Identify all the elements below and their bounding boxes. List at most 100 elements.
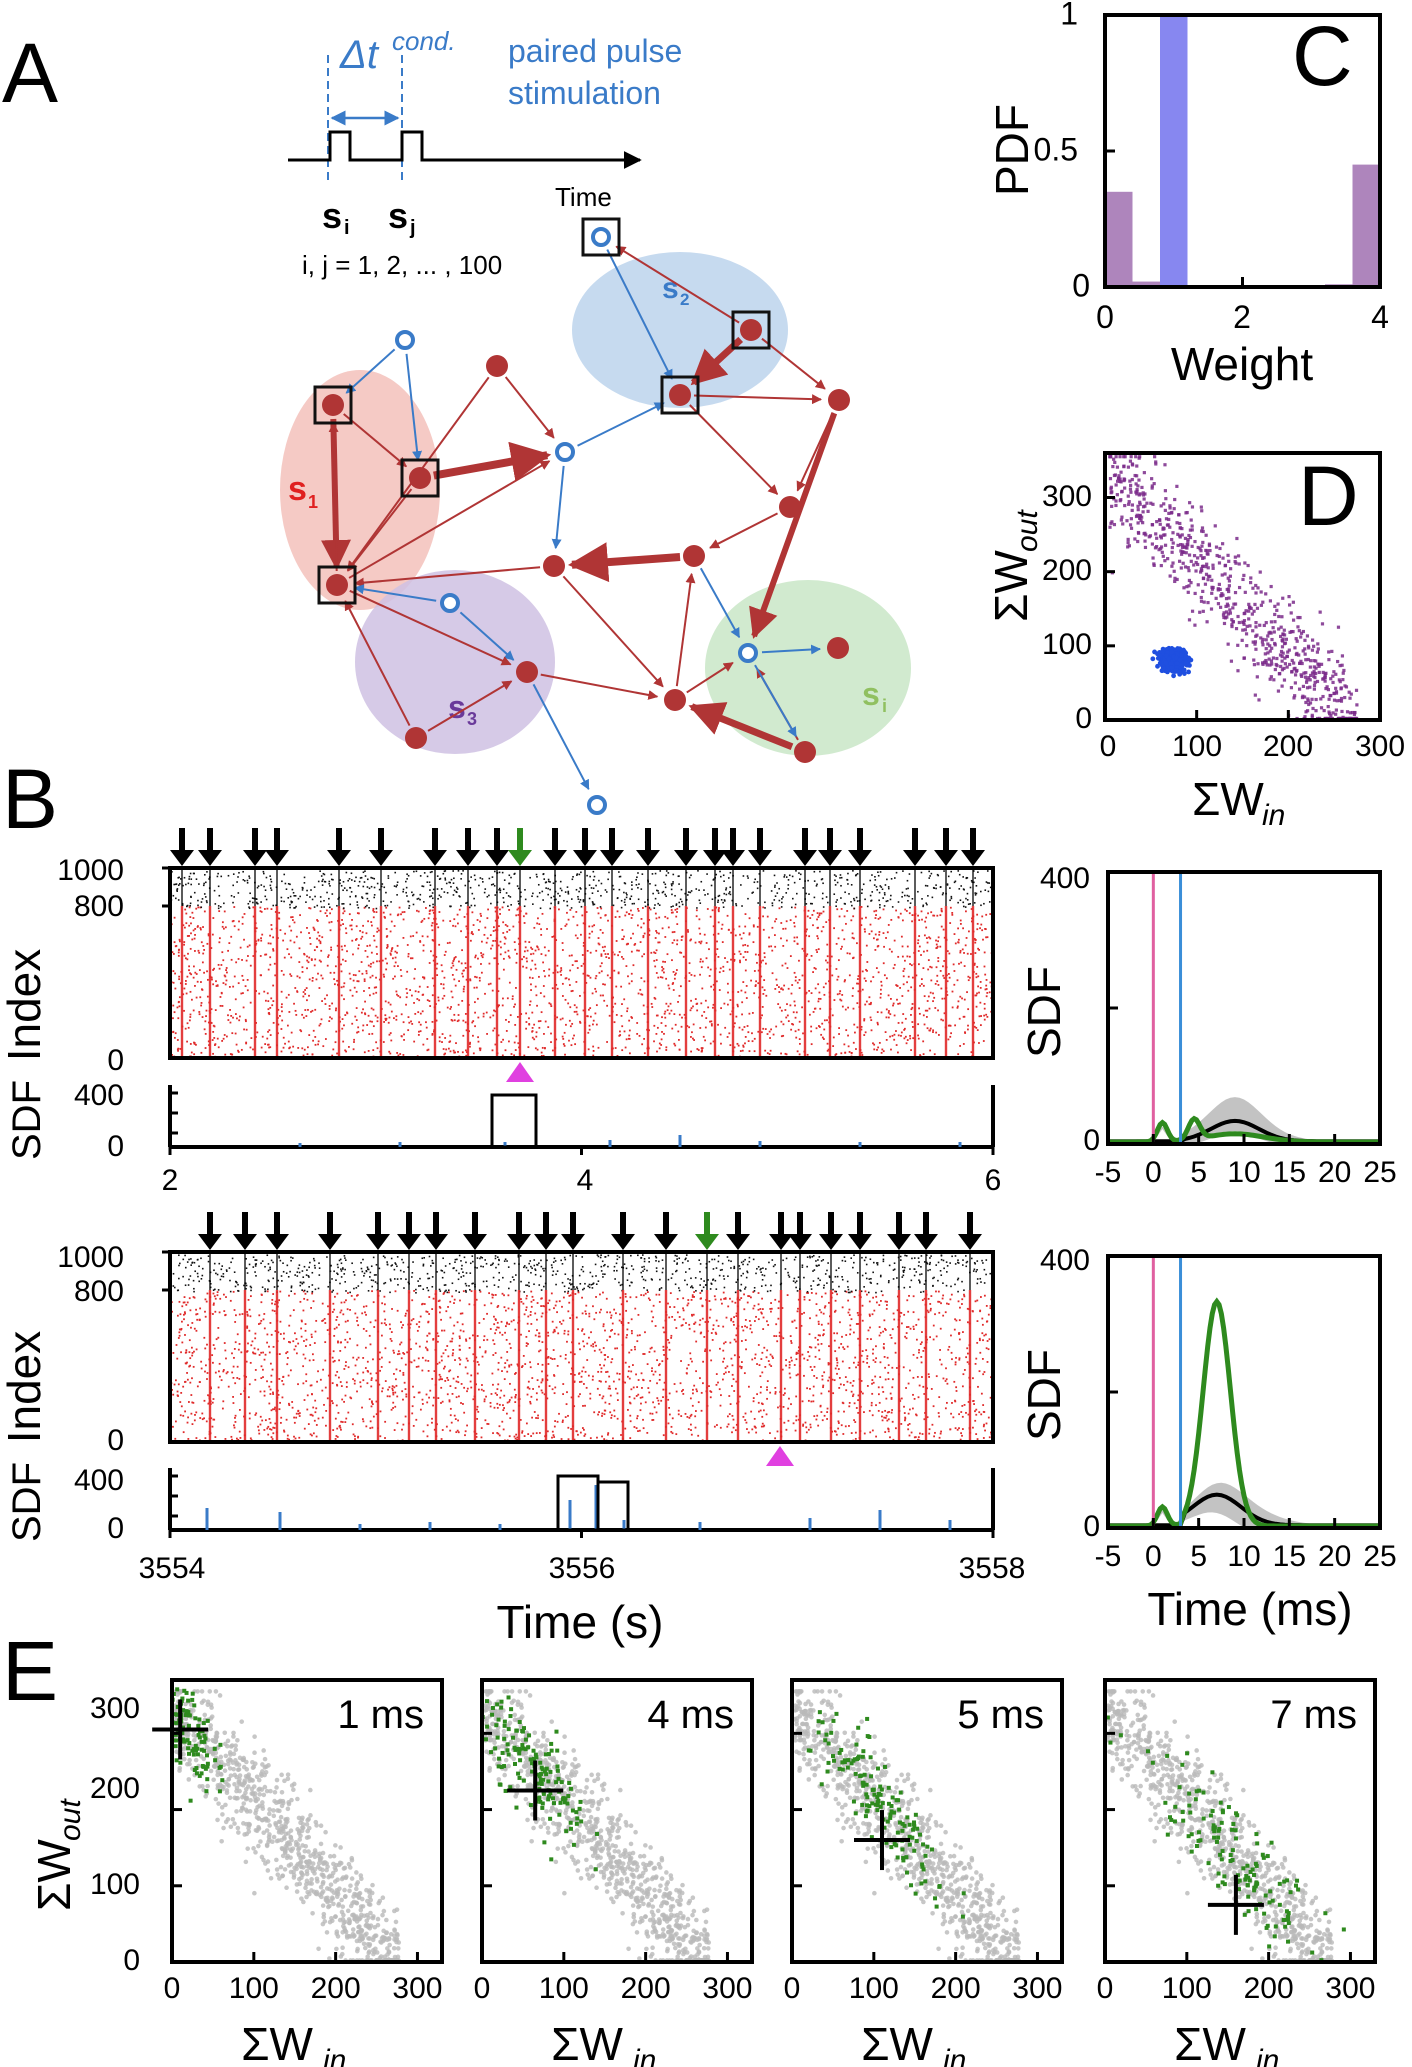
excitatory-spike xyxy=(688,962,691,965)
excitatory-spike xyxy=(569,969,572,972)
excitatory-spike xyxy=(721,923,724,926)
excitatory-spike xyxy=(673,1042,676,1045)
inhibitory-spike xyxy=(246,879,249,882)
final-weight-point xyxy=(1252,609,1256,613)
excitatory-spike xyxy=(281,1019,284,1022)
excitatory-spike xyxy=(372,1049,375,1052)
inhibitory-spike xyxy=(356,901,359,903)
stim-arrow-shaft-3 xyxy=(274,828,280,852)
excitatory-spike xyxy=(464,962,467,965)
excitatory-spike xyxy=(225,967,228,969)
inhibitory-spike xyxy=(570,898,573,900)
final-weight-point xyxy=(1261,600,1265,604)
excitatory-spike xyxy=(911,1003,914,1005)
inhibitory-spike xyxy=(270,889,273,891)
synapse-edge-16 xyxy=(689,404,779,495)
excitatory-spike xyxy=(446,942,449,944)
excitatory-spike xyxy=(782,1023,785,1026)
excitatory-spike xyxy=(678,1316,681,1318)
final-weight-point xyxy=(1141,521,1145,525)
excitatory-spike xyxy=(789,919,792,922)
excitatory-spike xyxy=(341,1027,344,1030)
excitatory-spike xyxy=(171,1053,174,1056)
excitatory-spike xyxy=(967,975,970,978)
excitatory-spike xyxy=(485,1011,488,1014)
excitatory-spike xyxy=(281,1396,284,1399)
inhibitory-spike xyxy=(432,888,435,891)
excitatory-spike xyxy=(504,1049,507,1052)
synapse-edge-29 xyxy=(686,661,734,694)
excitatory-spike xyxy=(568,1361,570,1364)
excitatory-spike xyxy=(639,988,642,991)
inhibitory-spike xyxy=(349,886,351,889)
excitatory-spike xyxy=(413,1002,415,1004)
inhibitory-spike xyxy=(189,902,192,905)
excitatory-spike xyxy=(587,1048,590,1051)
excitatory-spike xyxy=(298,947,301,950)
excitatory-spike xyxy=(306,967,308,970)
excitatory-spike xyxy=(491,1049,494,1052)
initial-weight-point xyxy=(1182,671,1187,676)
inhibitory-spike xyxy=(679,898,682,901)
inhibitory-spike xyxy=(735,903,737,905)
inhibitory-spike xyxy=(920,871,923,874)
inhibitory-spike xyxy=(958,873,961,876)
inhibitory-spike xyxy=(518,902,520,905)
final-weight-point xyxy=(1293,694,1297,698)
excitatory-spike xyxy=(902,983,905,986)
excitatory-spike xyxy=(482,1012,485,1015)
excitatory-spike xyxy=(642,936,645,939)
excitatory-spike xyxy=(452,1049,455,1052)
final-weight-point xyxy=(1187,553,1192,557)
excitatory-spike xyxy=(305,1015,308,1017)
final-weight-point xyxy=(1342,668,1346,673)
excitatory-spike xyxy=(260,1046,263,1049)
excitatory-spike xyxy=(674,1023,677,1026)
excitatory-spike xyxy=(607,919,609,922)
excitatory-spike xyxy=(506,925,509,928)
final-weight-point xyxy=(1170,510,1174,515)
excitatory-spike xyxy=(372,935,375,937)
final-weight-point xyxy=(1241,577,1245,582)
excitatory-spike xyxy=(927,959,930,962)
excitatory-spike xyxy=(641,993,644,996)
excitatory-spike xyxy=(370,1007,373,1010)
excitatory-spike xyxy=(264,1051,267,1054)
excitatory-spike xyxy=(229,1021,232,1024)
inhibitory-spike xyxy=(926,885,929,887)
final-weight-point xyxy=(1298,661,1302,665)
excitatory-spike xyxy=(243,938,245,941)
excitatory-spike xyxy=(817,916,820,918)
inhibitory-spike xyxy=(720,899,723,901)
excitatory-spike xyxy=(451,1019,454,1022)
excitatory-spike xyxy=(601,931,604,934)
excitatory-spike xyxy=(456,913,459,916)
excitatory-spike xyxy=(845,1290,848,1293)
final-weight-point xyxy=(1312,659,1316,663)
excitatory-spike xyxy=(461,999,464,1002)
inhibitory-spike xyxy=(780,906,783,908)
final-weight-point xyxy=(1261,643,1265,647)
excitatory-spike xyxy=(798,1020,801,1023)
excitatory-spike xyxy=(441,970,444,973)
inhibitory-spike xyxy=(612,888,615,891)
final-weight-point xyxy=(1135,488,1139,492)
excitatory-spike xyxy=(630,1016,633,1018)
excitatory-spike xyxy=(872,1042,874,1045)
inhibitory-spike xyxy=(670,888,673,891)
excitatory-spike xyxy=(302,1016,305,1019)
final-weight-point xyxy=(1126,545,1130,549)
excitatory-spike xyxy=(462,975,464,978)
inhibitory-spike xyxy=(928,870,930,873)
excitatory-spike xyxy=(602,1323,605,1326)
stim-arrow-shaft-9 xyxy=(517,828,523,852)
excitatory-spike xyxy=(700,940,703,943)
excitatory-spike xyxy=(356,980,359,983)
inhibitory-spike xyxy=(631,881,633,883)
excitatory-spike xyxy=(237,1051,240,1053)
excitatory-spike xyxy=(570,954,573,957)
inhibitory-spike xyxy=(966,892,969,895)
excitatory-spike xyxy=(223,1034,226,1036)
inhibitory-spike xyxy=(560,889,563,892)
excitatory-spike xyxy=(706,908,709,910)
